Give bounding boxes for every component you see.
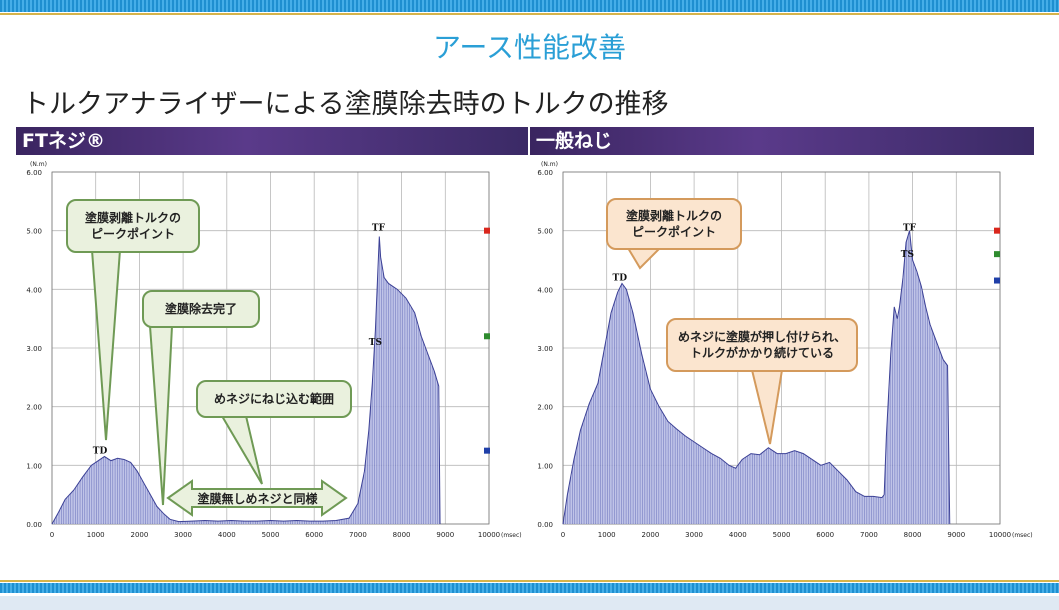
legend-marker-blue [994, 277, 1000, 284]
torque-area [52, 236, 441, 525]
legend-marker-blue [484, 447, 490, 454]
legend-marker-green [484, 333, 490, 340]
torque-line [51, 236, 441, 525]
y-tick-label: 1.00 [26, 462, 42, 470]
x-tick-label: 4000 [218, 531, 236, 539]
legend-marker-red [484, 227, 490, 234]
callout-right-peak: 塗膜剥離トルクの ピークポイント [606, 198, 742, 250]
point-annotation: TD [613, 273, 628, 283]
x-tick-label: 7000 [349, 531, 367, 539]
x-tick-label: 0 [561, 531, 565, 539]
y-tick-label: 2.00 [537, 404, 553, 412]
x-tick-label: 2000 [641, 531, 659, 539]
y-tick-label: 4.00 [26, 286, 42, 294]
x-tick-label: 10000 [989, 531, 1011, 539]
x-tick-label: 1000 [598, 531, 616, 539]
callout-left-same: 塗膜無しめネジと同様 [197, 492, 318, 506]
left-panel-header: FTネジ® [16, 127, 528, 155]
y-tick-label: 6.00 [26, 169, 42, 177]
point-annotation: TD [93, 447, 108, 457]
torque-area [563, 230, 950, 524]
page-subtitle: トルクアナライザーによる塗膜除去時のトルクの推移 [22, 89, 669, 120]
x-tick-label: 9000 [436, 531, 454, 539]
x-tick-label: 7000 [860, 531, 878, 539]
bottom-decor-band [0, 580, 1059, 593]
x-tick-label: 6000 [305, 531, 323, 539]
x-axis-unit: (msec) [1012, 532, 1033, 539]
top-decor-band [0, 0, 1059, 15]
x-tick-label: 4000 [729, 531, 747, 539]
legend-marker-green [994, 251, 1000, 258]
y-axis-unit: (N.m) [30, 161, 47, 168]
x-tick-label: 3000 [685, 531, 703, 539]
x-tick-label: 10000 [478, 531, 500, 539]
point-annotation: TS [901, 250, 914, 260]
x-tick-label: 6000 [816, 531, 834, 539]
x-tick-label: 5000 [262, 531, 280, 539]
range-double-arrow [166, 479, 348, 517]
x-tick-label: 0 [50, 531, 54, 539]
point-annotation: TS [369, 338, 382, 348]
y-tick-label: 3.00 [537, 345, 553, 353]
x-tick-label: 3000 [174, 531, 192, 539]
x-tick-label: 2000 [130, 531, 148, 539]
page-title: アース性能改善 [433, 31, 626, 64]
x-tick-label: 5000 [773, 531, 791, 539]
y-tick-label: 0.00 [26, 521, 42, 529]
y-tick-label: 0.00 [537, 521, 553, 529]
legend-marker-red [994, 227, 1000, 234]
y-tick-label: 6.00 [537, 169, 553, 177]
y-tick-label: 4.00 [537, 286, 553, 294]
y-tick-label: 5.00 [26, 228, 42, 236]
x-axis-unit: (msec) [501, 532, 522, 539]
x-tick-label: 9000 [947, 531, 965, 539]
callout-left-removed: 塗膜除去完了 [142, 290, 260, 328]
callout-right-pressed: めネジに塗膜が押し付けられ、 トルクがかかり続けている [666, 318, 858, 372]
y-tick-label: 3.00 [26, 345, 42, 353]
torque-line [562, 230, 951, 525]
bottom-decor-strip [0, 596, 1059, 610]
point-annotation: TF [903, 224, 917, 234]
x-tick-label: 8000 [904, 531, 922, 539]
point-annotation: TF [372, 224, 386, 234]
callout-left-range: めネジにねじ込む範囲 [196, 380, 352, 418]
x-tick-label: 8000 [393, 531, 411, 539]
y-tick-label: 1.00 [537, 462, 553, 470]
y-tick-label: 5.00 [537, 228, 553, 236]
y-tick-label: 2.00 [26, 404, 42, 412]
callout-left-peak: 塗膜剥離トルクの ピークポイント [66, 199, 200, 253]
y-axis-unit: (N.m) [541, 161, 558, 168]
x-tick-label: 1000 [87, 531, 105, 539]
right-panel-header: 一般ねじ [530, 127, 1034, 155]
